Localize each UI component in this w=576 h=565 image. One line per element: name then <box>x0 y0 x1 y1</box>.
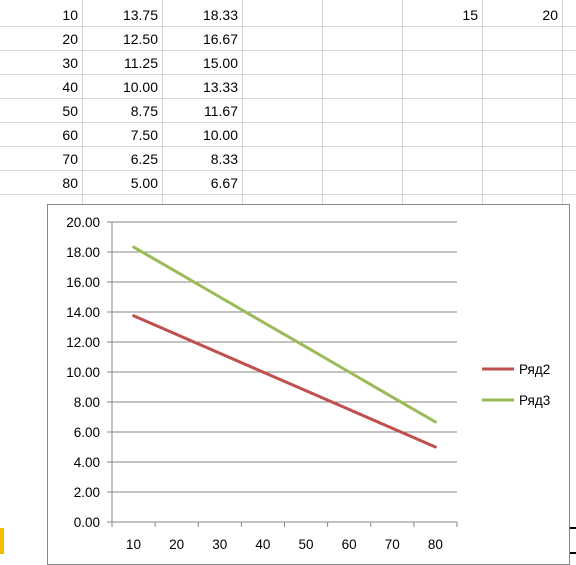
row-gridline <box>0 50 576 51</box>
x-tick-label: 60 <box>342 537 357 552</box>
row-gridline <box>0 146 576 147</box>
y-tick-label: 2.00 <box>74 485 100 500</box>
table-cell[interactable]: 10 <box>62 7 78 23</box>
y-tick-label: 12.00 <box>66 335 100 350</box>
row-gridline <box>0 194 576 195</box>
table-cell[interactable]: 16.67 <box>202 31 238 47</box>
table-cell[interactable]: 8.75 <box>130 103 158 119</box>
col-gridline <box>242 0 243 204</box>
x-tick-label: 20 <box>169 537 184 552</box>
table-cell[interactable]: 8.33 <box>210 151 238 167</box>
table-cell[interactable]: 30 <box>62 55 78 71</box>
table-cell[interactable]: 12.50 <box>122 31 158 47</box>
col-gridline <box>562 0 563 204</box>
table-cell[interactable]: 11.25 <box>124 55 158 71</box>
x-tick-label: 40 <box>255 537 270 552</box>
table-cell[interactable]: 15.00 <box>202 55 238 71</box>
y-tick-label: 16.00 <box>66 275 100 290</box>
y-tick-label: 18.00 <box>66 245 100 260</box>
table-cell[interactable]: 18.33 <box>202 7 238 23</box>
table-cell[interactable]: 6.25 <box>130 151 158 167</box>
table-cell[interactable]: 15 <box>462 7 478 23</box>
row-gridline <box>0 170 576 171</box>
x-tick-label: 10 <box>126 537 141 552</box>
y-tick-label: 6.00 <box>74 425 100 440</box>
row-gridline <box>0 74 576 75</box>
x-tick-label: 30 <box>212 537 227 552</box>
x-tick-label: 50 <box>299 537 314 552</box>
sheet-edge-mark-bottom <box>570 552 576 554</box>
y-tick-label: 8.00 <box>74 395 100 410</box>
table-cell[interactable]: 50 <box>62 103 78 119</box>
table-cell[interactable]: 60 <box>62 127 78 143</box>
table-cell[interactable]: 40 <box>62 79 78 95</box>
series-line-Ряд3 <box>132 245 437 424</box>
col-gridline <box>322 0 323 204</box>
row-gridline <box>0 98 576 99</box>
y-tick-label: 0.00 <box>74 515 100 530</box>
table-cell[interactable]: 80 <box>62 175 78 191</box>
y-tick-label: 10.00 <box>66 365 100 380</box>
table-cell[interactable]: 20 <box>542 7 558 23</box>
line-chart[interactable]: 0.00 2.00 4.00 6.00 8.00 10.00 12.00 14.00 16.00… <box>47 204 570 565</box>
table-cell[interactable]: 11.67 <box>204 103 238 119</box>
chart-plot-svg: 0.00 2.00 4.00 6.00 8.00 10.00 12.00 14.00 16.00… <box>66 215 550 552</box>
table-cell[interactable]: 70 <box>62 151 78 167</box>
series-line-Ряд2 <box>132 314 437 449</box>
row-gridline <box>0 26 576 27</box>
col-gridline <box>82 0 83 204</box>
table-cell[interactable]: 20 <box>62 31 78 47</box>
table-cell[interactable]: 6.67 <box>210 175 238 191</box>
y-tick-label: 4.00 <box>74 455 100 470</box>
row-gridline <box>0 122 576 123</box>
legend-label: Ряд2 <box>519 362 550 377</box>
table-cell[interactable]: 10.00 <box>122 79 158 95</box>
col-gridline <box>402 0 403 204</box>
y-tick-label: 14.00 <box>66 305 100 320</box>
col-gridline <box>482 0 483 204</box>
table-cell[interactable]: 13.75 <box>122 7 158 23</box>
y-tick-label: 20.00 <box>66 215 100 230</box>
col-gridline <box>162 0 163 204</box>
x-tick-label: 80 <box>428 537 443 552</box>
row-edge-marker <box>0 528 4 554</box>
table-cell[interactable]: 13.33 <box>202 79 238 95</box>
x-tick-label: 70 <box>385 537 400 552</box>
legend-label: Ряд3 <box>519 393 550 408</box>
table-cell[interactable]: 5.00 <box>130 175 158 191</box>
table-cell[interactable]: 7.50 <box>130 127 158 143</box>
table-cell[interactable]: 10.00 <box>202 127 238 143</box>
sheet-edge-mark-top <box>570 527 576 529</box>
